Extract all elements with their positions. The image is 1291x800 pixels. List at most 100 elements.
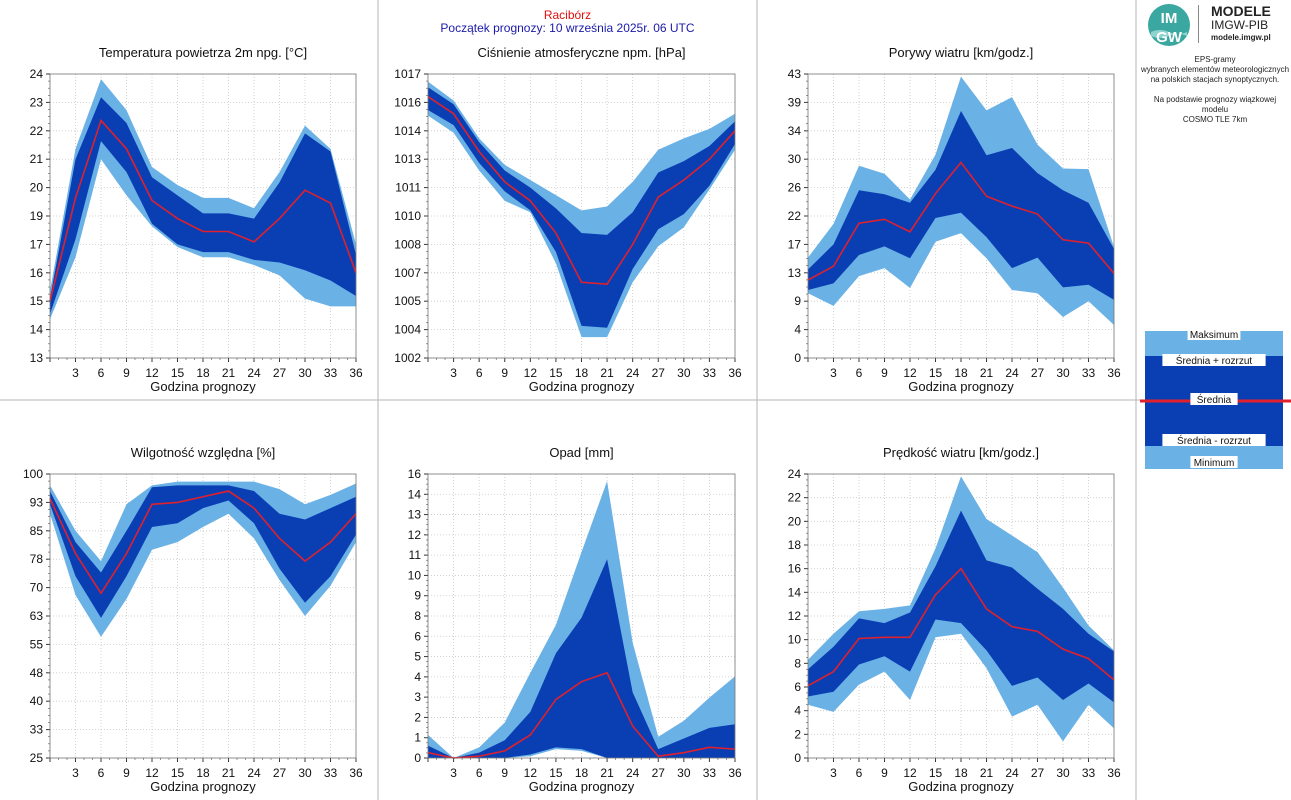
y-tick-label: 10 (788, 633, 802, 647)
legend-mean-label: Średnia (1197, 393, 1232, 406)
x-tick-label: 30 (677, 366, 691, 380)
chart-panel: 1002 1004 1005 1007 1008 1010 1011 1013 1014 1016… (394, 45, 742, 394)
y-tick-label: 1011 (395, 181, 421, 195)
x-tick-label: 33 (324, 766, 338, 780)
y-tick-label: 16 (30, 266, 44, 280)
x-tick-label: 24 (247, 766, 261, 780)
y-tick-label: 100 (23, 467, 43, 481)
legend-max-label: Maksimum (1190, 330, 1238, 341)
mean-line (807, 161, 1115, 281)
x-tick-label: 15 (929, 366, 943, 380)
y-tick-label: 12 (408, 528, 422, 542)
x-tick-label: 33 (324, 366, 338, 380)
y-tick-label: 22 (788, 209, 802, 223)
x-tick-label: 15 (549, 766, 563, 780)
info-line: EPS-gramy (1194, 55, 1236, 64)
legend-max-label-bg (1187, 328, 1241, 340)
x-tick-label: 21 (600, 766, 614, 780)
y-tick-label: 1014 (394, 124, 421, 138)
chart-title: Porywy wiatru [km/godz.] (889, 45, 1034, 60)
y-tick-label: 24 (788, 467, 802, 481)
legend: Maksimum Średnia + rozrzut Średnia Średnia … (1140, 328, 1291, 469)
x-tick-label: 33 (703, 366, 717, 380)
x-tick-label: 9 (501, 766, 508, 780)
y-tick-label: 22 (788, 491, 802, 505)
y-tick-label: 13 (788, 266, 802, 280)
info-line: COSMO TLE 7km (1182, 115, 1248, 124)
x-tick-label: 30 (298, 766, 312, 780)
y-tick-label: 1004 (394, 323, 421, 337)
x-tick-label: 21 (222, 366, 236, 380)
legend-min-label: Minimum (1194, 458, 1235, 469)
x-tick-label: 6 (476, 766, 483, 780)
x-axis-label: Godzina prognozy (908, 379, 1014, 394)
legend-upper-label-bg (1162, 354, 1266, 366)
y-tick-label: 33 (30, 723, 44, 737)
chart-title: Wilgotność względna [%] (131, 445, 276, 460)
imgw-logo-icon: IM GW (1148, 4, 1190, 46)
x-tick-label: 27 (273, 766, 287, 780)
y-tick-label: 20 (30, 181, 44, 195)
legend-lower-label-bg (1162, 434, 1266, 446)
y-tick-label: 19 (30, 209, 44, 223)
x-tick-label: 21 (980, 366, 994, 380)
x-tick-label: 33 (703, 766, 717, 780)
x-tick-label: 18 (954, 766, 968, 780)
logo-divider (1198, 5, 1199, 43)
logo-mark-bottom: GW (1156, 29, 1183, 46)
y-tick-label: 85 (30, 524, 44, 538)
y-tick-label: 21 (30, 152, 44, 166)
x-tick-label: 36 (728, 766, 742, 780)
x-tick-label: 24 (1005, 366, 1019, 380)
x-tick-label: 3 (72, 366, 79, 380)
x-tick-label: 6 (98, 366, 105, 380)
station-title: Racibórz (543, 8, 592, 22)
logo-mark-top: IM (1161, 10, 1178, 27)
y-tick-label: 39 (788, 95, 802, 109)
x-tick-label: 21 (980, 766, 994, 780)
x-tick-label: 30 (1056, 766, 1070, 780)
logo-subtitle: IMGW-PIB (1211, 18, 1269, 32)
y-tick-label: 40 (30, 694, 44, 708)
legend-min-label-bg (1190, 456, 1238, 468)
y-tick-label: 63 (30, 609, 44, 623)
x-tick-label: 30 (677, 766, 691, 780)
y-tick-label: 1005 (394, 294, 421, 308)
spread-band (808, 510, 1114, 703)
y-tick-label: 11 (409, 548, 422, 562)
mean-line (427, 671, 736, 759)
spread-band (428, 87, 735, 328)
logo-title: MODELE (1211, 3, 1271, 19)
x-tick-label: 24 (626, 366, 640, 380)
mean-line (807, 567, 1115, 687)
y-tick-label: 1008 (394, 237, 421, 251)
y-tick-label: 16 (408, 467, 422, 481)
y-tick-label: 14 (30, 323, 44, 337)
y-tick-label: 10 (408, 568, 422, 582)
y-tick-label: 1017 (394, 67, 421, 81)
y-tick-label: 30 (788, 152, 802, 166)
x-tick-label: 18 (196, 366, 210, 380)
y-tick-label: 17 (30, 237, 44, 251)
y-tick-label: 1010 (394, 209, 421, 223)
y-tick-label: 1002 (394, 351, 421, 365)
x-tick-label: 36 (349, 766, 363, 780)
x-tick-label: 6 (856, 766, 863, 780)
y-tick-label: 4 (794, 704, 801, 718)
y-tick-label: 14 (788, 585, 802, 599)
x-tick-label: 9 (881, 766, 888, 780)
x-tick-label: 18 (575, 366, 589, 380)
y-tick-label: 1007 (394, 266, 421, 280)
x-tick-label: 36 (728, 366, 742, 380)
legend-mean-label-bg (1190, 393, 1238, 405)
logo-url: modele.imgw.pl (1211, 33, 1271, 42)
y-tick-label: 6 (794, 680, 801, 694)
y-tick-label: 15 (30, 294, 44, 308)
y-tick-label: 1 (414, 731, 421, 745)
x-tick-label: 15 (549, 366, 563, 380)
